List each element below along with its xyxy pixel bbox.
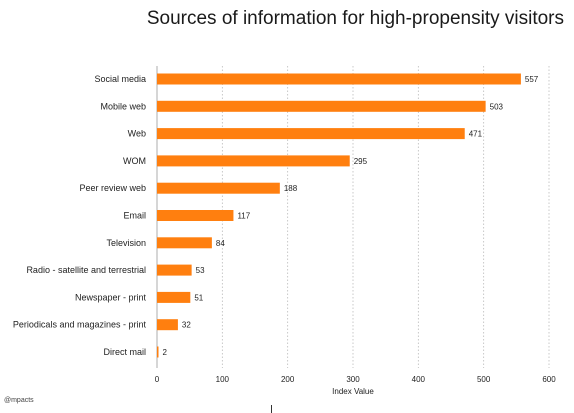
category-label: Television (106, 238, 146, 248)
bar (157, 73, 521, 85)
category-label: Radio - satellite and terrestrial (26, 265, 146, 275)
x-tick-label: 400 (412, 375, 426, 384)
bar (157, 155, 350, 167)
category-label: Peer review web (79, 183, 146, 193)
x-tick-label: 300 (346, 375, 360, 384)
data-label: 557 (525, 75, 539, 84)
data-label: 295 (354, 157, 368, 166)
x-tick-label: 200 (281, 375, 295, 384)
x-tick-label: 100 (216, 375, 230, 384)
category-label: Web (128, 129, 146, 139)
data-label: 188 (284, 184, 298, 193)
bar (157, 264, 192, 276)
category-label: Email (123, 211, 146, 221)
data-label: 2 (163, 348, 168, 357)
bar (157, 237, 212, 249)
x-tick-label: 500 (477, 375, 491, 384)
x-tick-label: 0 (155, 375, 160, 384)
category-label: Periodicals and magazines - print (13, 320, 147, 330)
data-label: 51 (194, 293, 203, 302)
category-label: Newspaper - print (75, 292, 147, 302)
source-label: @mpacts (4, 397, 34, 404)
data-label: 32 (182, 321, 191, 330)
data-label: 84 (216, 239, 225, 248)
bar (157, 291, 191, 303)
bar (157, 210, 234, 221)
bar (157, 182, 280, 194)
category-label: Mobile web (100, 101, 146, 111)
bar (157, 100, 486, 112)
x-tick-label: 600 (542, 375, 556, 384)
cursor-mark (271, 405, 272, 413)
x-axis-title: Index Value (332, 387, 374, 396)
bar (157, 346, 159, 358)
category-label: Direct mail (103, 347, 146, 357)
bar (157, 319, 178, 331)
data-label: 117 (237, 212, 250, 221)
chart-title: Sources of information for high-propensi… (146, 8, 564, 29)
category-label: WOM (123, 156, 146, 166)
bar (157, 128, 465, 140)
category-label: Social media (94, 74, 146, 84)
data-label: 503 (490, 102, 504, 111)
data-label: 471 (469, 130, 483, 139)
data-label: 53 (196, 266, 205, 275)
